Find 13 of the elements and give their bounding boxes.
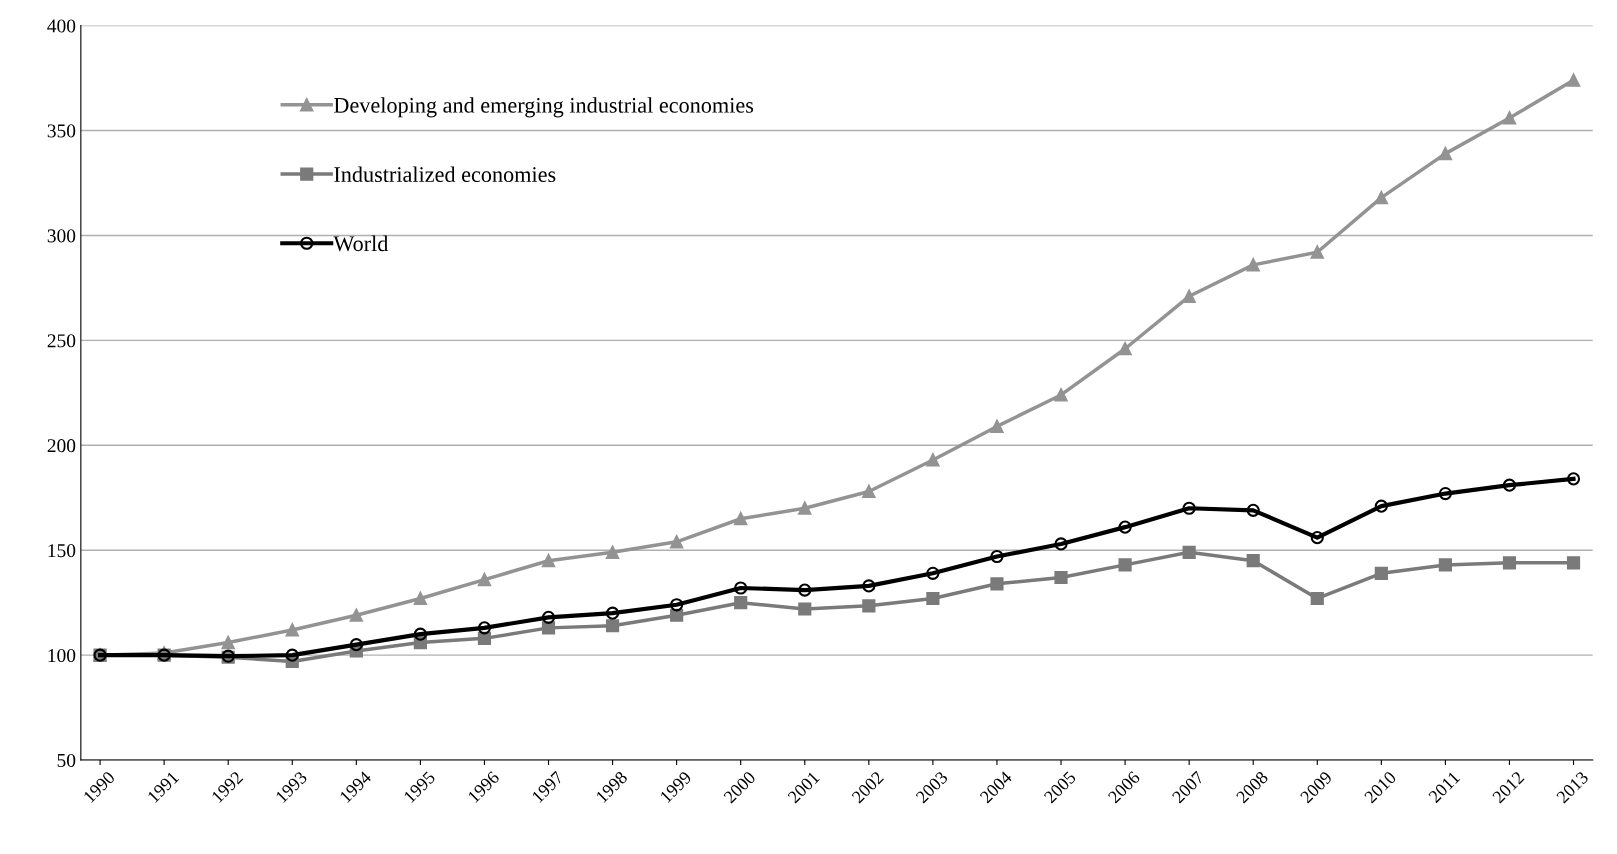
x-tick-label: 1991 — [147, 770, 180, 804]
y-tick-label: 350 — [47, 124, 76, 138]
y-tick-label: 250 — [47, 334, 76, 348]
legend-label: Industrialized economies — [334, 166, 556, 183]
legend-label: World — [333, 235, 389, 252]
y-tick-label: 50 — [57, 753, 76, 767]
y-tick-label: 200 — [47, 439, 76, 453]
legend-label: Developing and emerging industrial economies — [334, 97, 754, 118]
y-tick-label: 150 — [48, 544, 76, 558]
y-tick-label: 400 — [47, 19, 76, 33]
y-tick-label: 100 — [48, 648, 76, 663]
y-tick-label: 300 — [47, 229, 76, 243]
x-tick-label: 2011 — [1428, 770, 1461, 804]
